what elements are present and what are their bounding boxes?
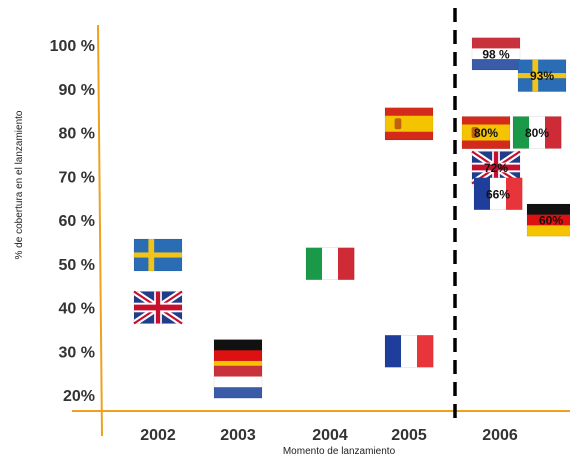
y-tick-label: 70 % [59, 169, 95, 186]
chart-axes [72, 8, 570, 437]
flag-netherlands-2003 [213, 365, 263, 399]
y-tick-label: 50 % [59, 257, 95, 274]
y-tick-label: 40 % [59, 301, 95, 318]
y-tick-label: 100 % [50, 38, 95, 55]
x-tick-label: 2002 [140, 427, 176, 444]
data-label: 60% [539, 214, 563, 228]
chart-labels: 20% 30 % 40 % 50 % 60 % 70 % 80 % 90 % 100 % 2002… [50, 38, 564, 444]
x-tick-label: 2005 [391, 427, 427, 444]
y-tick-label: 60 % [59, 213, 95, 230]
data-label: 72% [484, 161, 508, 175]
data-label: 80% [525, 126, 549, 140]
flag-france-2005 [384, 335, 434, 368]
data-label: 98 % [482, 47, 510, 61]
x-axis-title: Momento de lanzamiento [283, 446, 396, 457]
y-tick-label: 90 % [59, 82, 95, 99]
y-tick-label: 20% [63, 388, 95, 405]
x-tick-label: 2003 [220, 427, 256, 444]
flag-spain-2005 [384, 107, 434, 141]
y-axis-line [97, 24, 103, 437]
flag-germany-2006 [526, 203, 570, 237]
flag-sweden-2006 [517, 59, 567, 92]
y-tick-label: 80 % [59, 126, 95, 143]
flag-italy-2004 [305, 247, 355, 280]
x-tick-label: 2004 [312, 427, 348, 444]
y-tick-label: 30 % [59, 344, 95, 361]
x-tick-label: 2006 [482, 427, 518, 444]
flag-italy-2006 [512, 116, 562, 149]
flag-sweden-2002 [133, 238, 183, 272]
flag-netherlands-2006 [471, 37, 521, 71]
data-label: 93% [530, 69, 554, 83]
chart-marks [132, 37, 570, 399]
data-label: 80% [474, 126, 498, 140]
flag-france-2006 [473, 177, 523, 210]
data-label: 66% [486, 187, 510, 201]
y-axis-title: % de cobertura en el lanzamiento [14, 110, 25, 259]
flag-spain-2006 [461, 116, 511, 149]
flag-united-kingdom-2002 [132, 288, 184, 327]
